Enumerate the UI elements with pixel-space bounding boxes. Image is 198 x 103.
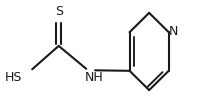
Text: NH: NH bbox=[85, 71, 104, 84]
Text: S: S bbox=[55, 5, 63, 18]
Text: N: N bbox=[169, 25, 178, 38]
Text: HS: HS bbox=[5, 71, 22, 84]
